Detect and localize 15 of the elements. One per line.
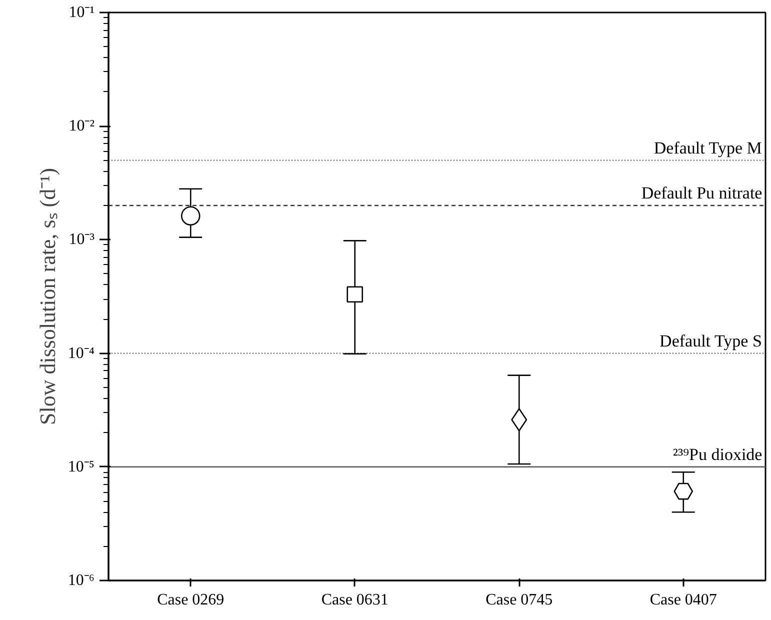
y-tick-label: 10⁻⁶: [68, 572, 94, 589]
y-tick-label: 10⁻²: [68, 118, 95, 135]
x-tick-label: Case 0269: [157, 592, 224, 608]
y-tick-label: 10⁻⁴: [68, 344, 95, 362]
x-tick-label: Case 0745: [486, 592, 553, 608]
x-tick-label: Case 0407: [650, 592, 717, 608]
ref-line-label: Default Pu nitrate: [641, 184, 762, 203]
y-tick-label: 10⁻³: [68, 231, 95, 248]
y-tick-label: 10⁻¹: [68, 4, 95, 21]
ref-line-label: Default Type M: [654, 138, 762, 158]
x-tick-label: Case 0631: [321, 592, 388, 608]
ref-line-label: Default Type S: [660, 331, 762, 350]
y-axis-title: Slow dissolution rate, sₛ (d⁻¹): [34, 168, 60, 426]
y-tick-label: 10⁻⁵: [68, 458, 94, 476]
ref-line-label: ²³⁹Pu dioxide: [672, 444, 762, 464]
